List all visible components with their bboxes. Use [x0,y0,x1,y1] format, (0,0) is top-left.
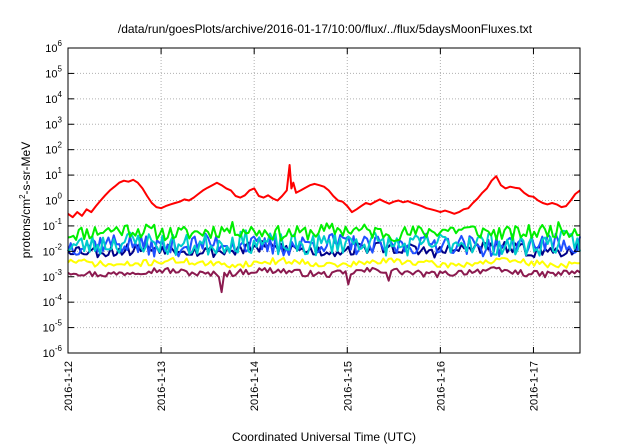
y-tick-label: 102 [45,141,62,157]
y-axis-label-superscript: 2 [18,194,27,199]
y-tick-exponent: -2 [55,242,63,251]
y-tick-exponent: -6 [55,344,63,353]
series-line-4 [67,232,581,258]
series-line-1 [67,164,581,219]
y-tick-base: 10 [45,145,57,157]
y-tick-exponent: 4 [58,90,63,99]
x-tick-label: 2016-1-12 [63,361,75,411]
y-axis-label-prefix: protons/cm [19,199,33,258]
series-line-3 [67,229,581,257]
chart-title: /data/run/goesPlots/archive/2016-01-17/1… [118,22,533,36]
y-tick-exponent: 2 [58,141,63,150]
y-tick-base: 10 [45,119,57,131]
y-tick-label: 10-6 [43,344,63,360]
y-tick-exponent: -3 [55,268,63,277]
y-tick-label: 104 [45,90,62,106]
grid-lines [68,48,580,353]
x-tick-label: 2016-1-14 [249,361,261,411]
y-tick-label: 106 [45,39,62,55]
y-tick-base: 10 [43,323,55,335]
y-tick-label: 105 [45,64,62,80]
x-axis-label: Coordinated Universal Time (UTC) [232,430,416,444]
y-tick-exponent: -5 [55,319,63,328]
series-line-6 [67,256,581,269]
y-tick-exponent: 6 [58,39,63,48]
y-tick-label: 103 [45,115,62,131]
y-tick-base: 10 [45,43,57,55]
y-axis-label: protons/cm2-s-sr-MeV [18,142,33,258]
y-tick-label: 10-4 [43,293,63,309]
y-tick-base: 10 [43,348,55,360]
x-tick-labels: 2016-1-12 2016-1-13 2016-1-14 2016-1-15 2016… [63,361,540,411]
y-tick-label: 101 [45,166,62,182]
y-tick-exponent: -1 [55,217,63,226]
y-tick-base: 10 [43,221,55,233]
y-tick-base: 10 [45,94,57,106]
y-tick-exponent: 0 [58,192,63,201]
y-tick-base: 10 [43,272,55,284]
y-tick-label: 10-5 [43,319,63,335]
y-tick-exponent: -4 [55,293,63,302]
y-tick-base: 10 [45,68,57,80]
x-tick-label: 2016-1-17 [528,361,540,411]
x-tick-label: 2016-1-16 [435,361,447,411]
y-tick-label: 10-3 [43,268,63,284]
x-tick-label: 2016-1-15 [342,361,354,411]
y-tick-label: 100 [45,192,62,208]
y-tick-exponent: 1 [58,166,63,175]
tick-marks [67,47,580,354]
y-tick-base: 10 [45,196,57,208]
y-tick-base: 10 [45,170,57,182]
series-line-2 [67,221,581,243]
y-tick-base: 10 [43,297,55,309]
y-tick-label: 10-1 [43,217,63,233]
y-tick-label: 10-2 [43,242,63,258]
series-line-7 [67,266,581,294]
y-tick-exponent: 5 [58,64,63,73]
series-layer [67,164,581,294]
y-tick-labels: 10-610-510-410-310-210-11001011021031041… [43,39,63,360]
y-tick-exponent: 3 [58,115,63,124]
y-tick-base: 10 [43,246,55,258]
x-tick-label: 2016-1-13 [156,361,168,411]
y-axis-label-suffix: -s-sr-MeV [19,142,33,195]
